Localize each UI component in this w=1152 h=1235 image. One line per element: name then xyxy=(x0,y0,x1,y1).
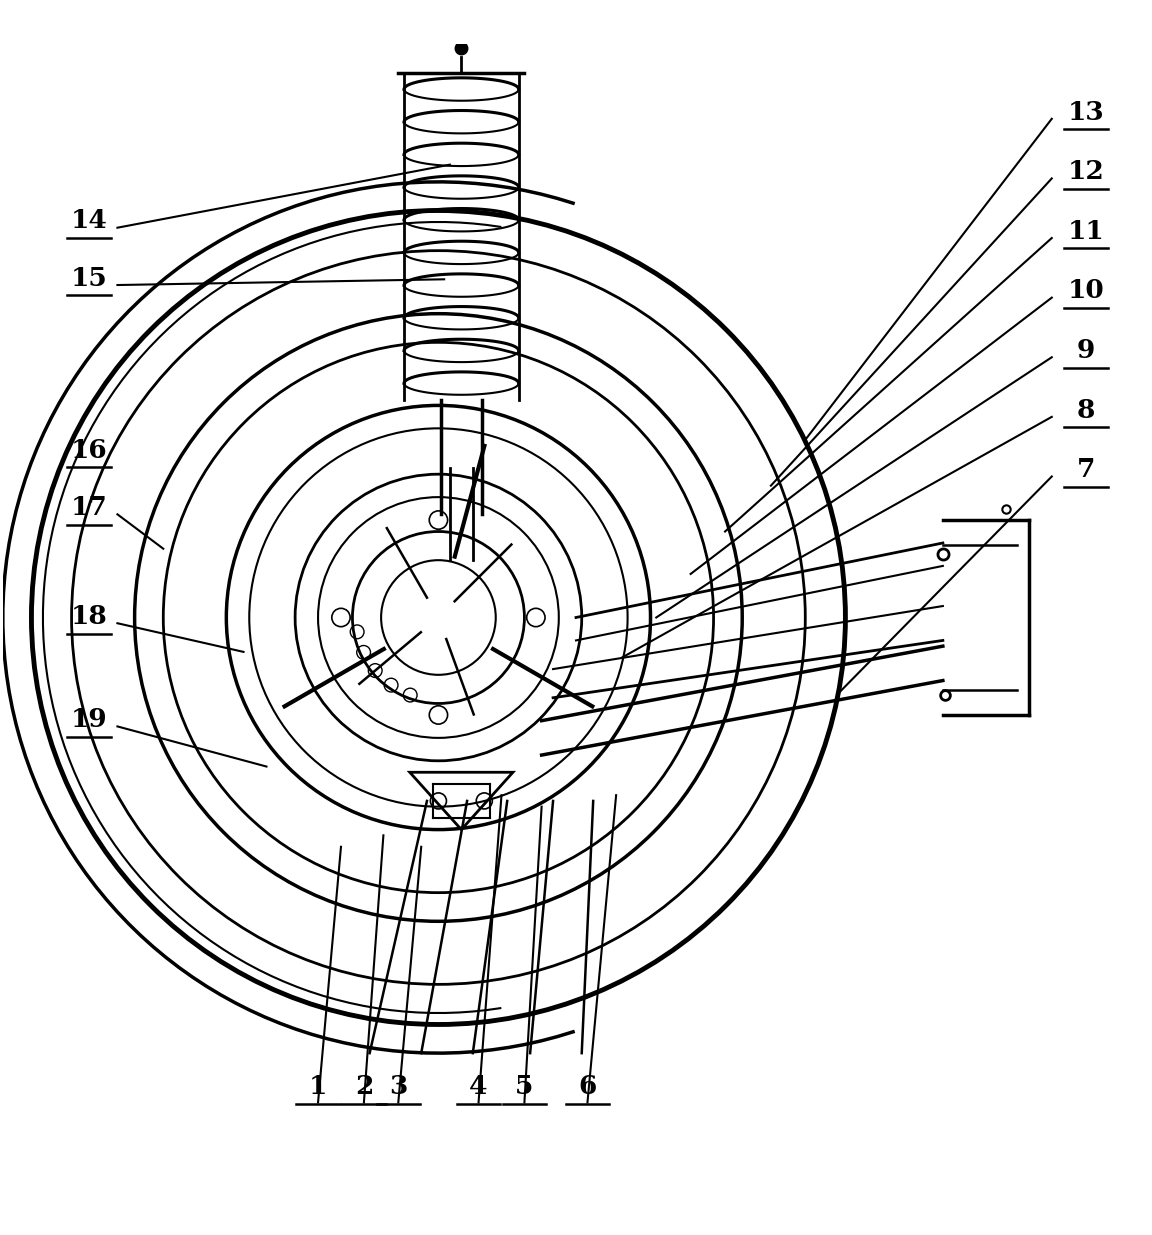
Text: 3: 3 xyxy=(389,1074,408,1099)
Text: 17: 17 xyxy=(70,495,107,520)
Text: 8: 8 xyxy=(1077,398,1096,422)
Text: 5: 5 xyxy=(515,1074,533,1099)
Text: 16: 16 xyxy=(70,437,107,463)
Text: 9: 9 xyxy=(1077,338,1096,363)
Text: 15: 15 xyxy=(70,266,107,290)
Text: 4: 4 xyxy=(469,1074,487,1099)
Text: 13: 13 xyxy=(1068,100,1105,125)
Text: 11: 11 xyxy=(1068,219,1105,243)
Text: 12: 12 xyxy=(1068,159,1105,184)
Text: 14: 14 xyxy=(70,209,107,233)
Text: 1: 1 xyxy=(309,1074,327,1099)
Text: 7: 7 xyxy=(1077,457,1096,482)
Text: 6: 6 xyxy=(578,1074,597,1099)
Text: 19: 19 xyxy=(70,708,107,732)
Text: 18: 18 xyxy=(70,604,107,629)
Text: 10: 10 xyxy=(1068,278,1105,304)
Text: 2: 2 xyxy=(355,1074,373,1099)
